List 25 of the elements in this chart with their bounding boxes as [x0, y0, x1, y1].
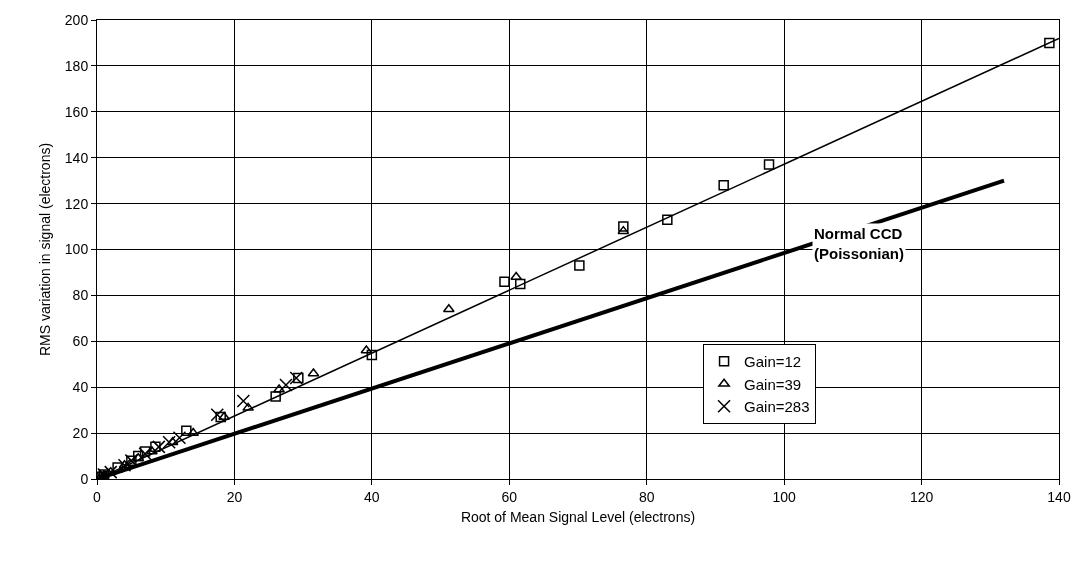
x-tick-label: 80: [638, 488, 655, 505]
x-tick-label: 140: [1047, 488, 1071, 505]
y-tick-label: 40: [72, 379, 89, 396]
x-tick-label: 100: [772, 488, 797, 505]
x-tick-label: 60: [501, 488, 518, 505]
y-tick-label: 20: [72, 425, 89, 441]
y-tick-label: 100: [64, 241, 89, 258]
y-tick-label: 60: [72, 333, 89, 350]
legend-label: Gain=283: [744, 398, 810, 416]
x-tick-label: 120: [909, 488, 934, 505]
y-axis-title: RMS variation in signal (electrons): [37, 142, 54, 357]
y-tick-label: 160: [64, 103, 89, 120]
legend-label: Gain=12: [744, 353, 802, 371]
y-tick-label: 200: [64, 11, 89, 28]
legend-label: Gain=39: [744, 375, 802, 393]
y-tick-label: 0: [80, 470, 89, 487]
y-tick-label: 80: [72, 287, 89, 304]
y-tick-label: 140: [64, 149, 89, 166]
x-axis-title: Root of Mean Signal Level (electrons): [460, 509, 696, 526]
x-tick-label: 40: [364, 488, 380, 505]
y-tick-label: 180: [64, 57, 89, 74]
x-tick-label: 20: [226, 488, 243, 505]
y-tick-label: 120: [64, 195, 89, 212]
x-tick-label: 0: [93, 488, 102, 505]
annotation: Normal CCD (Poissonian): [814, 225, 905, 262]
